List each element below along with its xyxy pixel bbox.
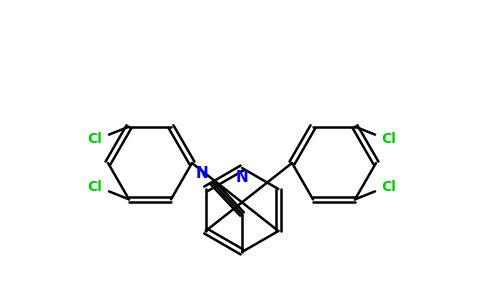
Text: Cl: Cl: [381, 180, 396, 194]
Text: Cl: Cl: [381, 132, 396, 145]
Text: Cl: Cl: [88, 132, 103, 145]
Text: N: N: [236, 170, 248, 185]
Text: N: N: [196, 167, 209, 182]
Text: Cl: Cl: [88, 180, 103, 194]
